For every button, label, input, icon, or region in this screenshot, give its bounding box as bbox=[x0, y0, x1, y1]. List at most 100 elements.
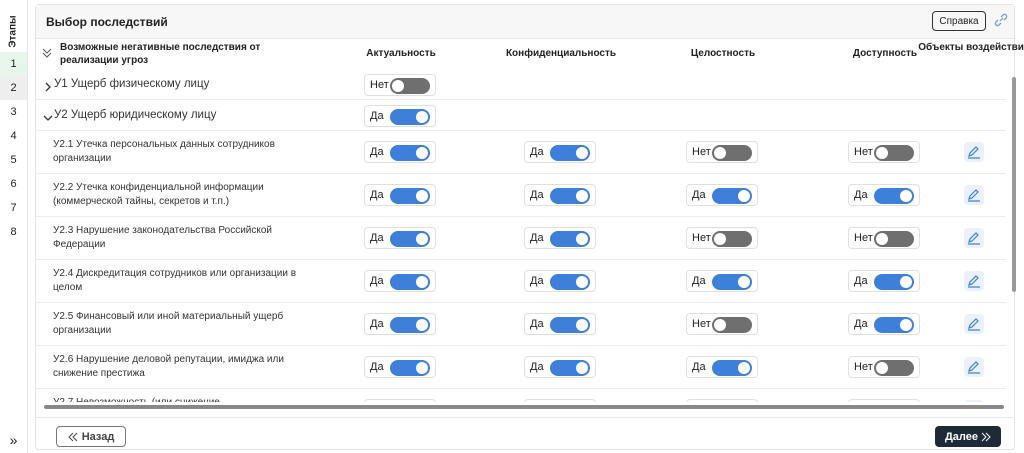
toggle[interactable]: Да bbox=[364, 105, 436, 127]
data-row: У2.1 Утечка персональных данных сотрудни… bbox=[36, 131, 1006, 174]
row-label: У2.7 Невозможность (или снижение bbox=[53, 396, 303, 402]
step-item[interactable]: 2 bbox=[0, 76, 27, 100]
group-row: У2 Ущерб юридическому лицу Да bbox=[36, 100, 1006, 131]
next-label: Далее bbox=[944, 430, 979, 443]
edit-button[interactable] bbox=[964, 185, 984, 205]
expand-button[interactable]: » bbox=[9, 432, 18, 448]
toggle[interactable]: Да bbox=[364, 399, 436, 402]
panel-title: Выбор последствий bbox=[46, 15, 168, 29]
toggle-knob bbox=[576, 362, 588, 374]
toggle[interactable]: Нет bbox=[848, 227, 920, 249]
step-item[interactable]: 6 bbox=[10, 178, 17, 190]
toggle[interactable]: Нет bbox=[686, 227, 758, 249]
toggle-switch bbox=[712, 274, 752, 290]
toggle[interactable]: Да bbox=[364, 227, 436, 249]
toggle[interactable]: Да bbox=[364, 356, 436, 378]
toggle-label: Да bbox=[530, 318, 544, 330]
column-header: Объекты воздействия bbox=[918, 42, 1024, 53]
toggle[interactable]: Да bbox=[364, 141, 436, 163]
toggle-knob bbox=[416, 233, 428, 245]
toggle-label: Да bbox=[854, 318, 868, 330]
toggle[interactable]: Нет bbox=[848, 356, 920, 378]
row-label: У2.6 Нарушение деловой репутации, имиджа… bbox=[53, 354, 284, 379]
step-item[interactable]: 8 bbox=[10, 226, 17, 238]
toggle[interactable]: Нет bbox=[848, 141, 920, 163]
toggle-switch bbox=[874, 188, 914, 204]
toggle-label: Да bbox=[530, 275, 544, 287]
toggle[interactable]: Да bbox=[848, 399, 920, 402]
toggle-label: Да bbox=[692, 361, 706, 373]
collapse-all-icon[interactable] bbox=[42, 47, 52, 59]
group-row: У1 Ущерб физическому лицу Нет bbox=[36, 69, 1006, 100]
chevron[interactable] bbox=[43, 79, 53, 97]
toggle[interactable]: Да bbox=[364, 184, 436, 206]
step-item[interactable]: 3 bbox=[10, 106, 17, 118]
link-icon[interactable] bbox=[994, 13, 1008, 27]
toggle-switch bbox=[390, 360, 430, 376]
group-label: У1 Ущерб физическому лицу bbox=[54, 78, 210, 90]
next-button[interactable]: Далее bbox=[935, 426, 1001, 447]
edit-button[interactable] bbox=[964, 357, 984, 377]
row-label: У2.2 Утечка конфиденциальной информации … bbox=[53, 182, 264, 207]
toggle-switch bbox=[874, 274, 914, 290]
toggle-switch bbox=[390, 78, 430, 94]
toggle-label: Нет bbox=[692, 232, 711, 244]
toggle[interactable]: Нет bbox=[364, 74, 436, 96]
toggle-label: Да bbox=[854, 189, 868, 201]
edit-button[interactable] bbox=[964, 271, 984, 291]
h-scrollbar[interactable] bbox=[44, 405, 1004, 409]
toggle-switch bbox=[550, 360, 590, 376]
back-button[interactable]: Назад bbox=[56, 426, 126, 447]
column-header: Актуальность bbox=[366, 48, 436, 59]
toggle[interactable]: Да bbox=[524, 356, 596, 378]
toggle-knob bbox=[738, 362, 750, 374]
toggle-label: Да bbox=[370, 275, 384, 287]
toggle-knob bbox=[576, 190, 588, 202]
toggle[interactable]: Да bbox=[364, 270, 436, 292]
toggle-knob bbox=[416, 111, 428, 123]
toggle[interactable]: Да bbox=[524, 270, 596, 292]
toggle[interactable]: Да bbox=[686, 184, 758, 206]
toggle[interactable]: Да bbox=[848, 270, 920, 292]
toggle[interactable]: Да bbox=[848, 184, 920, 206]
data-row: У2.4 Дискредитация сотрудников или орган… bbox=[36, 260, 1006, 303]
toggle-switch bbox=[712, 231, 752, 247]
v-scrollbar[interactable] bbox=[1012, 77, 1016, 292]
toggle-switch bbox=[712, 188, 752, 204]
toggle-label: Да bbox=[370, 146, 384, 158]
edit-button[interactable] bbox=[964, 400, 984, 402]
data-row: У2.7 Невозможность (или снижение Да Да Да Да bbox=[36, 389, 1006, 402]
toggle[interactable]: Да bbox=[524, 399, 596, 402]
toggle[interactable]: Да bbox=[686, 399, 758, 402]
step-item[interactable]: 5 bbox=[10, 154, 17, 166]
step-item[interactable]: 7 bbox=[10, 202, 17, 214]
toggle[interactable]: Нет bbox=[686, 313, 758, 335]
edit-button[interactable] bbox=[964, 314, 984, 334]
column-header: Целостность bbox=[690, 48, 756, 59]
toggle[interactable]: Да bbox=[686, 356, 758, 378]
data-row: У2.6 Нарушение деловой репутации, имиджа… bbox=[36, 346, 1006, 389]
toggle-switch bbox=[550, 188, 590, 204]
toggle[interactable]: Да bbox=[524, 227, 596, 249]
toggle-label: Да bbox=[370, 189, 384, 201]
toggle-switch bbox=[390, 145, 430, 161]
help-button[interactable]: Справка bbox=[932, 11, 986, 31]
step-item[interactable]: 4 bbox=[10, 130, 17, 142]
toggle-label: Нет bbox=[854, 146, 873, 158]
toggle-switch bbox=[874, 231, 914, 247]
step-item[interactable]: 1 bbox=[0, 52, 27, 76]
toggle[interactable]: Нет bbox=[686, 141, 758, 163]
toggle[interactable]: Да bbox=[524, 141, 596, 163]
chevron[interactable] bbox=[43, 110, 53, 128]
toggle[interactable]: Да bbox=[524, 313, 596, 335]
toggle[interactable]: Да bbox=[524, 184, 596, 206]
edit-button[interactable] bbox=[964, 142, 984, 162]
toggle[interactable]: Да bbox=[364, 313, 436, 335]
panel: Выбор последствий Справка У1 Ущерб физич… bbox=[35, 4, 1024, 450]
toggle-label: Да bbox=[530, 189, 544, 201]
toggle-label: Да bbox=[370, 318, 384, 330]
edit-button[interactable] bbox=[964, 228, 984, 248]
toggle[interactable]: Да bbox=[848, 313, 920, 335]
toggle[interactable]: Да bbox=[686, 270, 758, 292]
